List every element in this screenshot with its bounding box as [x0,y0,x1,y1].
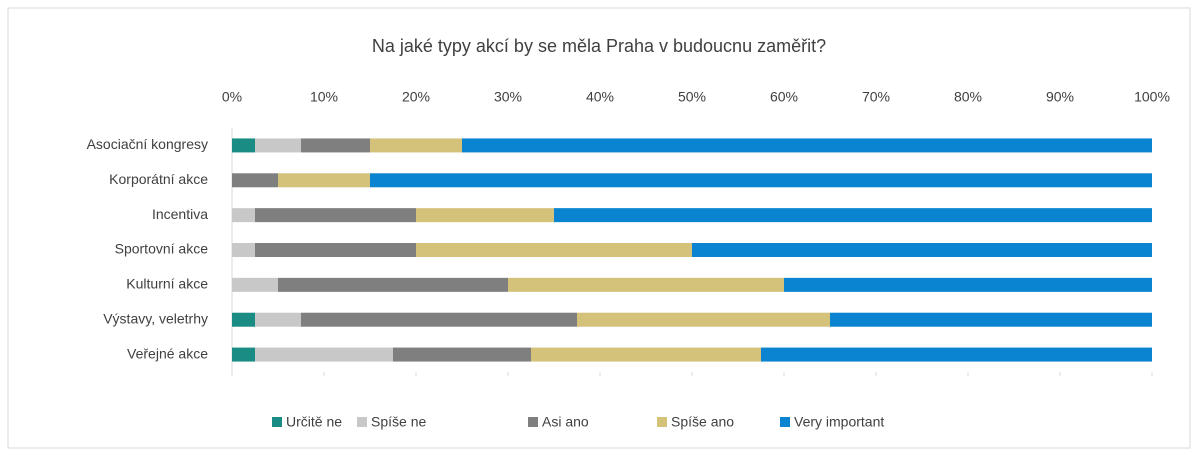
x-tick-label: 30% [494,89,522,105]
y-tick-label: Veřejné akce [127,345,208,361]
x-tick-label: 40% [586,89,614,105]
x-tick-label: 90% [1046,89,1074,105]
bar-segment [531,347,761,362]
bar-segment [232,347,255,362]
y-tick-label: Sportovní akce [115,241,209,257]
legend-swatch [657,417,667,427]
bar-segment [255,312,301,327]
bar-segment [508,277,784,292]
bar-segment [301,138,370,153]
legend-label: Určitě ne [286,414,342,430]
bar-segment [255,243,416,257]
x-tick-label: 100% [1134,89,1170,105]
x-tick-label: 10% [310,89,338,105]
y-tick-label: Asociační kongresy [87,136,208,152]
legend-label: Spíše ne [371,414,426,430]
bar-segment [255,138,301,153]
chart-title: Na jaké typy akcí by se měla Praha v bud… [372,36,826,56]
bar-segment [393,347,531,362]
y-tick-label: Kulturní akce [126,276,208,292]
bar-segment [255,347,393,362]
legend-swatch [780,417,790,427]
bar-segment [370,138,462,153]
legend-label: Asi ano [542,414,589,430]
bar-segment [232,173,278,188]
bar-segment [232,277,278,292]
y-tick-label: Incentiva [152,206,208,222]
legend-swatch [272,417,282,427]
bar-segment [232,312,255,327]
legend-label: Very important [794,414,884,430]
x-tick-label: 20% [402,89,430,105]
bar-segment [232,243,255,257]
bar-segment [232,138,255,153]
bar-segment [416,208,554,223]
legend-swatch [528,417,538,427]
x-tick-label: 50% [678,89,706,105]
bar-segment [278,277,508,292]
bar-segment [577,312,830,327]
bar-segment [692,243,1152,257]
x-tick-label: 0% [222,89,242,105]
bar-segment [830,312,1152,327]
bar-segment [301,312,577,327]
legend-swatch [357,417,367,427]
y-tick-label: Korporátní akce [109,171,208,187]
bar-segment [761,347,1152,362]
bar-segment [255,208,416,223]
x-tick-label: 70% [862,89,890,105]
bar-segment [370,173,1152,188]
x-tick-label: 80% [954,89,982,105]
bar-segment [784,277,1152,292]
bar-segment [278,173,370,188]
bar-segment [462,138,1152,153]
bar-segment [416,243,692,257]
x-tick-label: 60% [770,89,798,105]
bar-segment [554,208,1152,223]
y-tick-label: Výstavy, veletrhy [103,310,208,326]
chart-border [7,7,1191,449]
bar-segment [232,208,255,223]
legend-label: Spíše ano [671,414,734,430]
